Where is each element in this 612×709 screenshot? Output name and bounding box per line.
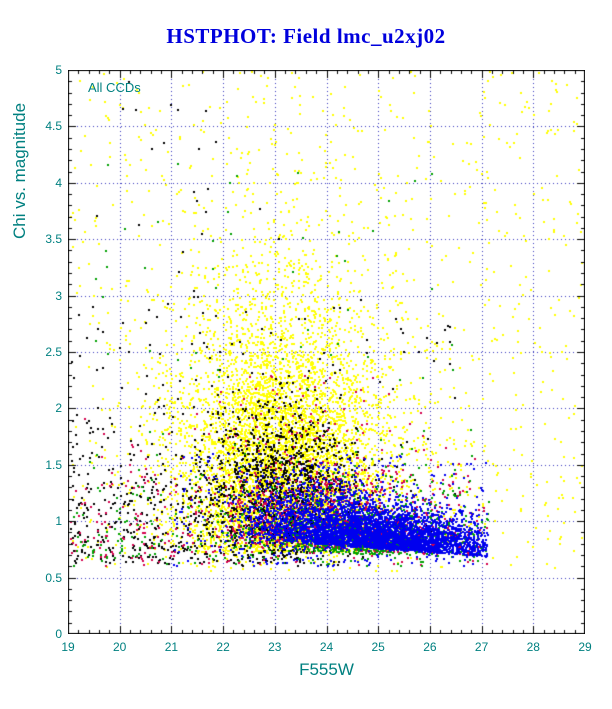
x-axis-label: F555W — [299, 660, 354, 679]
y-tick-label: 0.5 — [45, 570, 62, 585]
x-tick-label: 27 — [474, 640, 489, 654]
x-tick-label: 22 — [216, 640, 230, 654]
x-tick-label: 29 — [578, 640, 592, 654]
x-tick-label: 28 — [526, 640, 540, 654]
ccd-annotation-label: All CCDs — [88, 80, 141, 95]
x-tick-label: 19 — [61, 640, 75, 654]
y-tick-label: 2.5 — [45, 345, 62, 359]
y-tick-label: 3 — [55, 288, 62, 303]
y-tick-label: 1 — [55, 514, 62, 529]
y-tick-label: 1.5 — [45, 457, 62, 472]
x-tick-label: 23 — [268, 640, 282, 654]
scatter-canvas — [68, 70, 585, 634]
y-tick-label: 0 — [55, 627, 62, 641]
plot-area: All CCDs — [68, 70, 585, 634]
y-tick-label: 2 — [55, 401, 62, 416]
x-tick-label: 26 — [423, 640, 437, 654]
chart-title: HSTPHOT: Field lmc_u2xj02 — [166, 24, 446, 48]
y-tick-label: 3.5 — [45, 232, 62, 247]
x-tick-label: 25 — [371, 640, 385, 654]
y-tick-label: 4.5 — [45, 119, 62, 134]
y-tick-label: 5 — [55, 63, 62, 77]
x-tick-label: 20 — [113, 640, 127, 654]
x-tick-label: 24 — [319, 640, 334, 654]
y-axis-label: Chi vs. magnitude — [10, 102, 29, 240]
y-tick-label: 4 — [55, 175, 62, 190]
x-tick-label: 21 — [164, 640, 179, 654]
